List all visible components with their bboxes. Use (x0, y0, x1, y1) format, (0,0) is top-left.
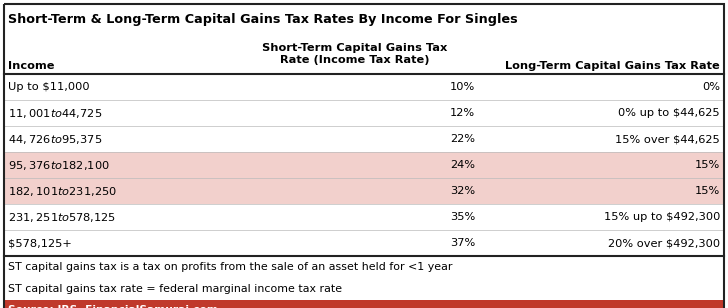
Bar (4, 152, 724, 178)
Text: 20% over $492,300: 20% over $492,300 (608, 238, 720, 248)
Text: 22%: 22% (450, 134, 475, 144)
Text: Income: Income (8, 61, 55, 71)
Text: Source: IRS, FinancialSamurai.com: Source: IRS, FinancialSamurai.com (8, 305, 218, 308)
Text: Short-Term & Long-Term Capital Gains Tax Rates By Income For Singles: Short-Term & Long-Term Capital Gains Tax… (8, 13, 518, 26)
Text: Long-Term Capital Gains Tax Rate: Long-Term Capital Gains Tax Rate (505, 61, 720, 71)
Text: 15% over $44,625: 15% over $44,625 (615, 134, 720, 144)
Bar (4, 178, 724, 204)
Text: $231,251 to $578,125: $231,251 to $578,125 (8, 210, 116, 224)
Text: $44,726 to $95,375: $44,726 to $95,375 (8, 132, 102, 145)
Text: 0%: 0% (702, 82, 720, 92)
Text: 12%: 12% (450, 108, 475, 118)
Text: 15% up to $492,300: 15% up to $492,300 (604, 212, 720, 222)
Text: 37%: 37% (450, 238, 475, 248)
Text: 35%: 35% (450, 212, 475, 222)
Text: $578,125+: $578,125+ (8, 238, 72, 248)
Text: Up to $11,000: Up to $11,000 (8, 82, 90, 92)
Bar (4, 34, 724, 74)
Text: 32%: 32% (450, 186, 475, 196)
Text: ST capital gains tax rate = federal marginal income tax rate: ST capital gains tax rate = federal marg… (8, 284, 342, 294)
Bar (4, 300, 724, 308)
Text: 15%: 15% (695, 186, 720, 196)
Text: $95,376 to $182,100: $95,376 to $182,100 (8, 159, 110, 172)
Bar (4, 4, 724, 34)
Bar (4, 74, 724, 100)
Text: 0% up to $44,625: 0% up to $44,625 (618, 108, 720, 118)
Bar (4, 204, 724, 230)
Text: ST capital gains tax is a tax on profits from the sale of an asset held for <1 y: ST capital gains tax is a tax on profits… (8, 262, 453, 272)
Bar (4, 230, 724, 256)
Text: Short-Term Capital Gains Tax
Rate (Income Tax Rate): Short-Term Capital Gains Tax Rate (Incom… (262, 43, 448, 65)
Bar (4, 126, 724, 152)
Text: $11,001 to $44,725: $11,001 to $44,725 (8, 107, 102, 120)
Text: $182,101 to $231,250: $182,101 to $231,250 (8, 184, 117, 197)
Text: 10%: 10% (450, 82, 475, 92)
Text: 24%: 24% (450, 160, 475, 170)
Text: 15%: 15% (695, 160, 720, 170)
Bar (4, 100, 724, 126)
